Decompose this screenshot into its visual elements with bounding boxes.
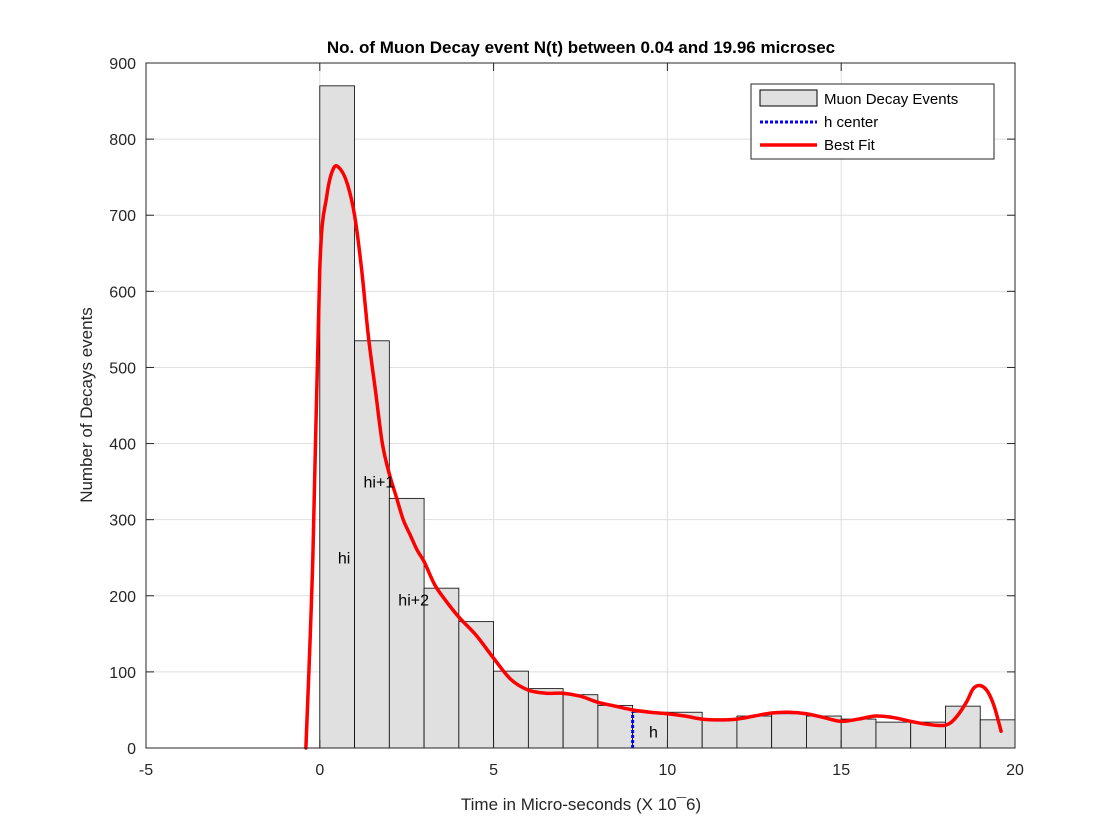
x-tick-label: 20 <box>1006 762 1024 779</box>
legend-label-best-fit: Best Fit <box>824 137 876 154</box>
annotation-label: h <box>649 724 658 741</box>
annotation-label: hi <box>338 551 350 568</box>
grid <box>145 62 1016 749</box>
y-tick-label: 700 <box>109 208 136 225</box>
y-axis-label: Number of Decays events <box>77 307 96 503</box>
histogram-bar <box>354 340 390 749</box>
x-tick-label: 0 <box>315 762 324 779</box>
y-tick-label: 100 <box>109 665 136 682</box>
histogram-bar <box>945 705 981 749</box>
histogram-bar <box>632 711 668 749</box>
y-tick-label: 0 <box>127 741 136 758</box>
plot-frame <box>145 62 1016 749</box>
histogram-bar <box>597 704 634 749</box>
histogram-bars <box>319 85 1016 749</box>
legend-label-h-center: h center <box>824 114 878 131</box>
histogram-bar <box>493 670 529 749</box>
annotation-label: hi+2 <box>398 593 429 610</box>
histogram-bar <box>423 587 460 749</box>
y-tick-label: 800 <box>109 132 136 149</box>
histogram-bar <box>562 694 599 749</box>
legend-swatch-bars <box>759 89 818 107</box>
annotations: hi hi+1 hi+2 h <box>338 475 658 742</box>
y-tick-label: 600 <box>109 284 136 301</box>
histogram-bar <box>875 721 912 749</box>
best-fit-group <box>304 164 1003 750</box>
histogram-bar <box>527 688 564 749</box>
x-tick-label: -5 <box>139 762 153 779</box>
histogram-bar <box>388 497 425 749</box>
legend: Muon Decay Events h center Best Fit <box>750 83 995 160</box>
chart-title: No. of Muon Decay event N(t) between 0.0… <box>327 38 835 57</box>
x-tick-label: 15 <box>832 762 850 779</box>
histogram-bar <box>458 621 494 749</box>
plot-area <box>146 63 1015 748</box>
histogram-bar <box>771 713 807 749</box>
histogram-bar <box>319 85 355 749</box>
histogram-bar <box>736 715 773 749</box>
best-fit-line <box>304 164 1003 750</box>
y-tick-label: 300 <box>109 513 136 530</box>
y-tick-label: 200 <box>109 589 136 606</box>
x-tick-label: 10 <box>659 762 677 779</box>
y-tick-label: 500 <box>109 360 136 377</box>
legend-label-bars: Muon Decay Events <box>824 91 958 108</box>
y-tick-label: 400 <box>109 437 136 454</box>
histogram-bar <box>840 718 877 749</box>
x-axis-label: Time in Micro-seconds (X 10¯6) <box>461 795 701 814</box>
x-tick-label: 5 <box>489 762 498 779</box>
annotation-label: hi+1 <box>364 475 395 492</box>
y-tick-label: 900 <box>109 56 136 73</box>
histogram-bar <box>701 720 738 749</box>
